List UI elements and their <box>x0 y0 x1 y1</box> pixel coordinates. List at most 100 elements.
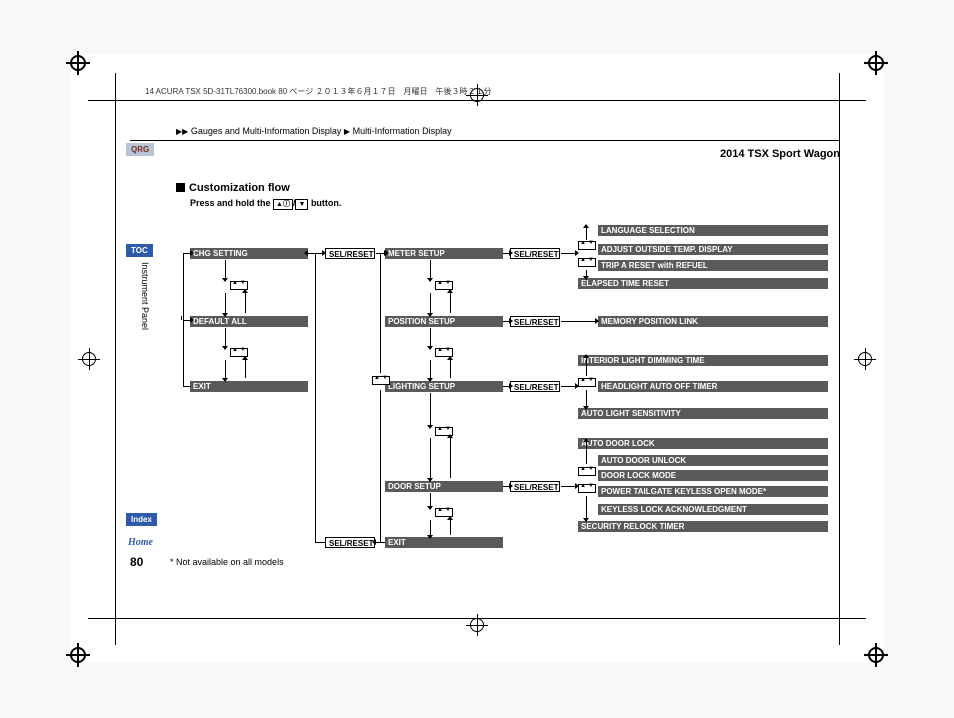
crop-mark-tr <box>824 55 884 115</box>
breadcrumb-b: Multi-Information Display <box>353 126 452 136</box>
loop-v <box>380 390 381 542</box>
chg-setting-box: CHG SETTING <box>190 248 308 259</box>
arrow-v <box>586 228 587 240</box>
crop-vline-left <box>115 73 116 645</box>
crop-mark-tl <box>70 55 130 115</box>
arrow-v <box>430 393 431 425</box>
arrow-v <box>225 328 226 346</box>
interior-light-dimming: INTERIOR LIGHT DIMMING TIME <box>578 355 828 366</box>
arrow-v <box>450 360 451 378</box>
updown-icon <box>372 376 390 385</box>
sel-reset-m: SEL/RESET <box>510 248 560 259</box>
sel-reset-exit: SEL/RESET <box>325 537 375 548</box>
arrow-v <box>450 438 451 478</box>
arrow-h <box>376 542 384 543</box>
updown-icon <box>578 484 596 493</box>
arrow-v <box>430 520 431 535</box>
loop-v <box>380 253 381 373</box>
arrow-v <box>245 360 246 378</box>
arrow-v <box>586 390 587 406</box>
arrow-v <box>245 293 246 313</box>
arrow-h <box>561 321 595 322</box>
instr-a: Press and hold the <box>190 198 273 208</box>
nav-toc[interactable]: TOC <box>126 244 153 257</box>
elapsed-time-reset: ELAPSED TIME RESET <box>578 278 828 289</box>
arrow-v <box>586 442 587 464</box>
arrow-h <box>503 486 509 487</box>
square-bullet-icon <box>176 183 185 192</box>
line-v <box>315 253 316 542</box>
doc-header: 14 ACURA TSX 5D-31TL76300.book 80 ページ ２０… <box>145 86 491 97</box>
headlight-auto-off: HEADLIGHT AUTO OFF TIMER <box>598 381 828 392</box>
crop-mark-bl <box>70 603 130 663</box>
model-title: 2014 TSX Sport Wagon <box>720 148 840 160</box>
lighting-setup-box: LIGHTING SETUP <box>385 381 503 392</box>
adjust-outside-temp: ADJUST OUTSIDE TEMP. DISPLAY <box>598 244 828 255</box>
door-setup-box: DOOR SETUP <box>385 481 503 492</box>
arrow-v <box>450 293 451 313</box>
sel-reset-l: SEL/RESET <box>510 381 560 392</box>
arrow-v <box>586 358 587 376</box>
page-number: 80 <box>130 555 143 569</box>
arrow-v <box>430 360 431 378</box>
breadcrumb-sep-icon: ▶ <box>344 127 350 136</box>
arrow-v <box>450 520 451 535</box>
updown-icon <box>578 241 596 250</box>
trip-a-reset: TRIP A RESET with REFUEL <box>598 260 828 271</box>
sel-reset-d: SEL/RESET <box>510 481 560 492</box>
arrow-v <box>586 270 587 276</box>
arrow-h <box>503 253 509 254</box>
keyless-lock-ack: KEYLESS LOCK ACKNOWLEDGMENT <box>598 504 828 515</box>
nav-index[interactable]: Index <box>126 513 157 526</box>
arrow-h <box>380 253 385 254</box>
arrow-h <box>561 253 575 254</box>
crop-mark-br <box>824 603 884 663</box>
arrow-h <box>561 486 575 487</box>
arrow-h <box>561 386 575 387</box>
arrow-v <box>430 438 431 478</box>
arrow-v <box>225 293 226 313</box>
arrow-v <box>225 360 226 378</box>
arrow-h <box>308 253 315 254</box>
sel-reset-p: SEL/RESET <box>510 316 560 327</box>
door-lock-mode: DOOR LOCK MODE <box>598 470 828 481</box>
auto-light-sensitivity: AUTO LIGHT SENSITIVITY <box>578 408 828 419</box>
instr-b: button. <box>311 198 342 208</box>
default-all-box: DEFAULT ALL <box>190 316 308 327</box>
arrow-h <box>503 321 509 322</box>
arrow-v <box>225 260 226 278</box>
reg-right <box>858 352 872 366</box>
up-info-button-icon: ▲ⓘ <box>273 199 293 210</box>
down-button-icon: ▼ <box>295 199 308 210</box>
footnote: * Not available on all models <box>170 557 284 567</box>
side-label: Instrument Panel <box>140 262 150 330</box>
arrow-bit <box>181 316 182 320</box>
arrow-v <box>430 260 431 278</box>
nav-qrg[interactable]: QRG <box>126 143 154 156</box>
line-h <box>315 542 325 543</box>
breadcrumb-arrow-icon: ▶▶ <box>176 127 188 136</box>
sel-reset-1: SEL/RESET <box>325 248 375 259</box>
updown-icon <box>578 467 596 476</box>
auto-door-lock: AUTO DOOR LOCK <box>578 438 828 449</box>
arrow-h <box>183 253 190 254</box>
memory-position-link: MEMORY POSITION LINK <box>598 316 828 327</box>
arrow-v <box>430 293 431 313</box>
auto-door-unlock: AUTO DOOR UNLOCK <box>598 455 828 466</box>
reg-bot <box>470 618 484 632</box>
arrow-v <box>430 328 431 346</box>
exit2-box: EXIT <box>385 537 503 548</box>
security-relock-timer: SECURITY RELOCK TIMER <box>578 521 828 532</box>
position-setup-box: POSITION SETUP <box>385 316 503 327</box>
nav-home[interactable]: Home <box>128 537 153 548</box>
section-title-text: Customization flow <box>189 182 290 194</box>
language-selection: LANGUAGE SELECTION <box>598 225 828 236</box>
power-tailgate-keyless: POWER TAILGATE KEYLESS OPEN MODE* <box>598 486 828 497</box>
arrow-h <box>503 386 509 387</box>
exit-box: EXIT <box>190 381 308 392</box>
updown-icon <box>578 258 596 267</box>
breadcrumb: ▶▶ Gauges and Multi-Information Display … <box>176 126 452 136</box>
updown-icon <box>578 378 596 387</box>
instruction-line: Press and hold the ▲ⓘ/▼ button. <box>190 198 341 210</box>
arrow-v <box>586 496 587 518</box>
